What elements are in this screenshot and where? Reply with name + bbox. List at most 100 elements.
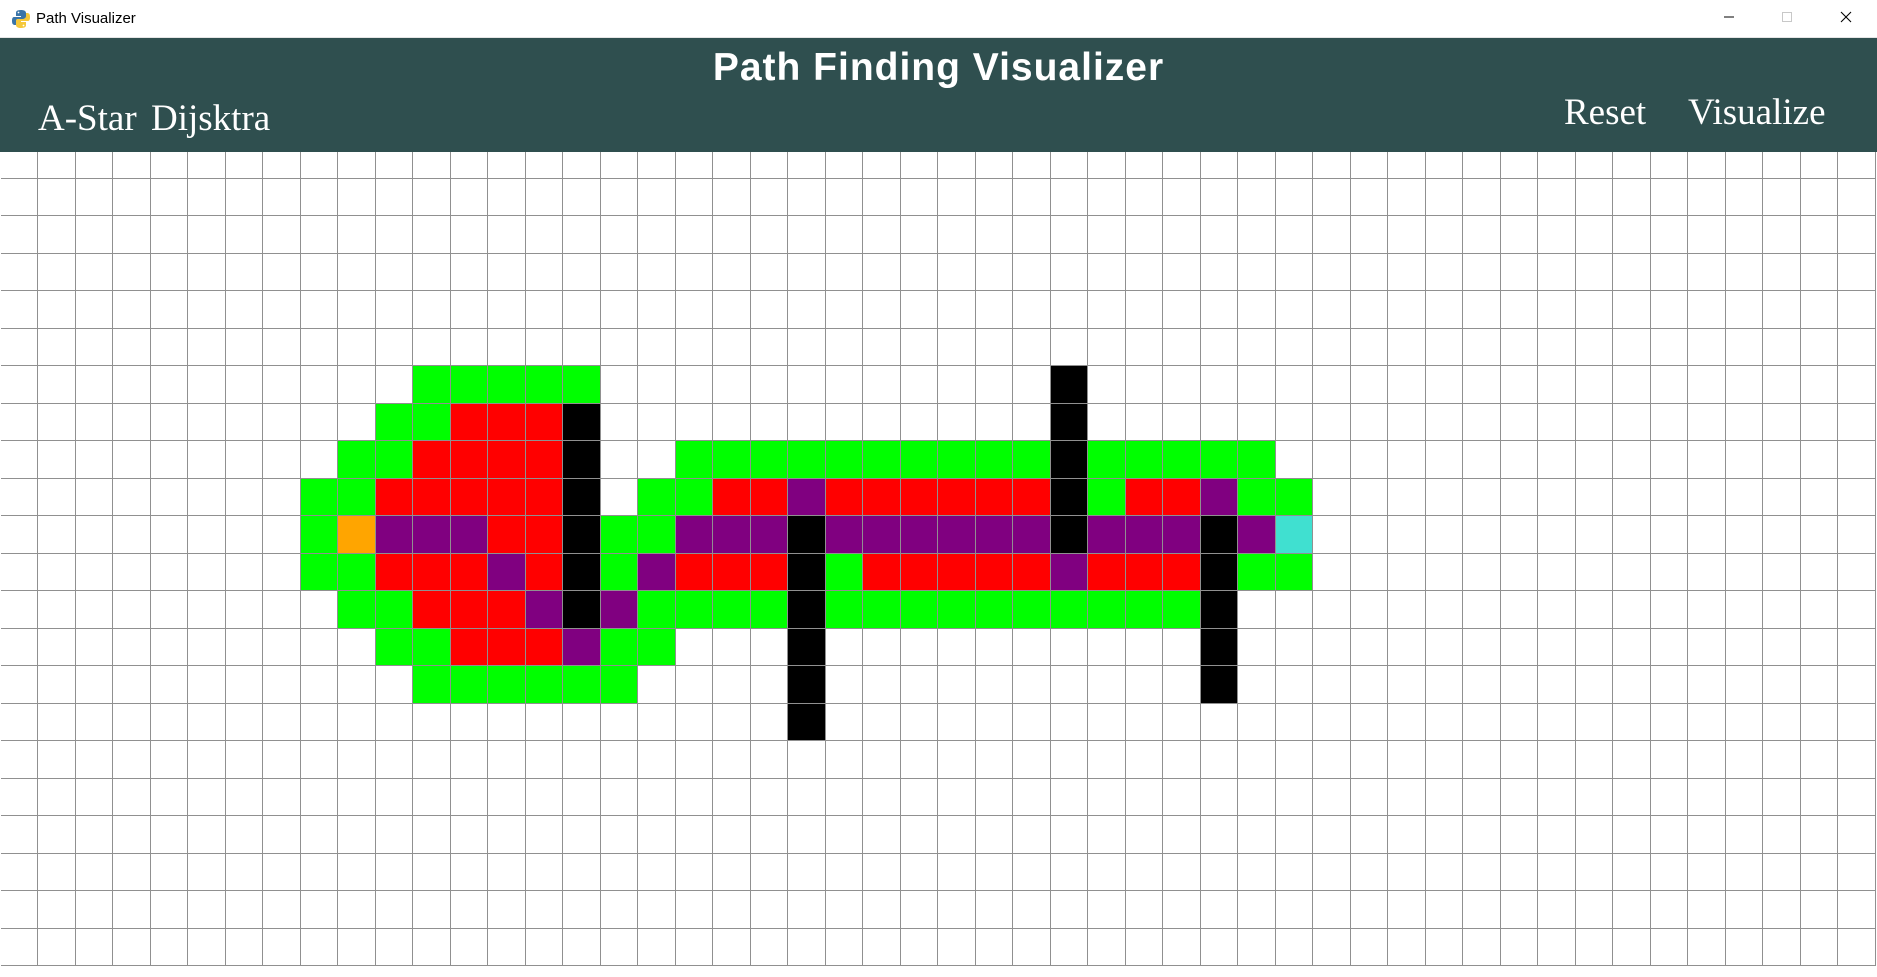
grid-cell[interactable]: [1275, 591, 1313, 629]
grid-cell[interactable]: [563, 703, 601, 741]
grid-cell[interactable]: [1013, 216, 1051, 254]
grid-cell[interactable]: [713, 928, 751, 966]
grid-cell[interactable]: [150, 403, 188, 441]
grid-cell[interactable]: [150, 178, 188, 216]
grid-cell[interactable]: [1650, 853, 1688, 891]
grid-cell[interactable]: [600, 328, 638, 366]
grid-cell[interactable]: [225, 816, 263, 854]
grid-cell[interactable]: [338, 291, 376, 329]
grid-cell[interactable]: [600, 478, 638, 516]
grid-cell[interactable]: [825, 853, 863, 891]
grid-cell[interactable]: [975, 152, 1013, 179]
grid-cell[interactable]: [1088, 216, 1126, 254]
grid-cell[interactable]: [488, 891, 526, 929]
grid-cell[interactable]: [1350, 366, 1388, 404]
grid-cell-closed[interactable]: [488, 628, 526, 666]
grid-cell[interactable]: [450, 816, 488, 854]
grid-cell[interactable]: [900, 152, 938, 179]
grid-cell[interactable]: [225, 853, 263, 891]
grid-cell[interactable]: [113, 478, 151, 516]
grid-cell[interactable]: [1763, 441, 1801, 479]
grid-cell-path[interactable]: [563, 628, 601, 666]
grid-cell[interactable]: [1800, 516, 1838, 554]
grid-cell-open[interactable]: [450, 366, 488, 404]
grid-cell[interactable]: [150, 628, 188, 666]
grid-cell[interactable]: [1388, 928, 1426, 966]
grid-cell[interactable]: [0, 703, 38, 741]
grid-cell[interactable]: [675, 178, 713, 216]
grid-cell[interactable]: [1125, 928, 1163, 966]
grid-cell[interactable]: [1238, 891, 1276, 929]
grid-cell[interactable]: [1013, 853, 1051, 891]
grid-cell-open[interactable]: [1013, 441, 1051, 479]
grid-cell[interactable]: [1388, 703, 1426, 741]
grid-cell[interactable]: [1088, 666, 1126, 704]
grid-cell-closed[interactable]: [713, 478, 751, 516]
grid-cell[interactable]: [1013, 152, 1051, 179]
grid-cell[interactable]: [1050, 778, 1088, 816]
grid-cell[interactable]: [1013, 628, 1051, 666]
grid-cell[interactable]: [1763, 516, 1801, 554]
grid-cell[interactable]: [1313, 666, 1351, 704]
grid-cell-open[interactable]: [600, 553, 638, 591]
grid-cell[interactable]: [1313, 591, 1351, 629]
grid-cell[interactable]: [1013, 816, 1051, 854]
grid-cell-open[interactable]: [338, 591, 376, 629]
grid-cell[interactable]: [1500, 253, 1538, 291]
grid-cell[interactable]: [75, 928, 113, 966]
grid-cell[interactable]: [1425, 403, 1463, 441]
grid-cell[interactable]: [75, 628, 113, 666]
grid-cell[interactable]: [225, 291, 263, 329]
grid-cell[interactable]: [825, 366, 863, 404]
grid-cell[interactable]: [1538, 591, 1576, 629]
grid-cell[interactable]: [300, 253, 338, 291]
grid-cell-path[interactable]: [900, 516, 938, 554]
grid-cell[interactable]: [1838, 891, 1876, 929]
grid-cell[interactable]: [1388, 152, 1426, 179]
grid-cell[interactable]: [413, 778, 451, 816]
grid-cell[interactable]: [1388, 628, 1426, 666]
grid-cell[interactable]: [338, 816, 376, 854]
grid-cell[interactable]: [825, 253, 863, 291]
grid-cell[interactable]: [413, 152, 451, 179]
grid-cell[interactable]: [1200, 741, 1238, 779]
grid-cell[interactable]: [863, 291, 901, 329]
grid-cell-end[interactable]: [1275, 516, 1313, 554]
grid-cell[interactable]: [863, 253, 901, 291]
grid-cell[interactable]: [900, 703, 938, 741]
grid-cell-closed[interactable]: [900, 478, 938, 516]
grid-cell[interactable]: [1350, 928, 1388, 966]
grid-cell[interactable]: [1088, 366, 1126, 404]
grid-cell-wall[interactable]: [1200, 628, 1238, 666]
grid-cell[interactable]: [1800, 703, 1838, 741]
grid-cell[interactable]: [338, 703, 376, 741]
grid-cell[interactable]: [788, 253, 826, 291]
grid-cell[interactable]: [1050, 816, 1088, 854]
grid-cell[interactable]: [750, 152, 788, 179]
grid-cell[interactable]: [1688, 366, 1726, 404]
grid-cell[interactable]: [1238, 328, 1276, 366]
grid-cell[interactable]: [1763, 928, 1801, 966]
grid-cell[interactable]: [300, 816, 338, 854]
grid-cell[interactable]: [525, 703, 563, 741]
grid-cell[interactable]: [75, 291, 113, 329]
grid-cell[interactable]: [1575, 741, 1613, 779]
grid-cell[interactable]: [1650, 366, 1688, 404]
grid-cell[interactable]: [1688, 703, 1726, 741]
grid-cell[interactable]: [675, 152, 713, 179]
grid-cell[interactable]: [0, 178, 38, 216]
grid-cell[interactable]: [713, 666, 751, 704]
grid-cell[interactable]: [1125, 216, 1163, 254]
grid-cell-wall[interactable]: [1050, 478, 1088, 516]
grid-cell[interactable]: [713, 366, 751, 404]
grid-cell-closed[interactable]: [525, 403, 563, 441]
grid-cell[interactable]: [938, 628, 976, 666]
grid-cell[interactable]: [413, 703, 451, 741]
grid-cell[interactable]: [1688, 291, 1726, 329]
grid-cell[interactable]: [1800, 553, 1838, 591]
grid-cell[interactable]: [0, 152, 38, 179]
grid-cell[interactable]: [225, 891, 263, 929]
grid-cell[interactable]: [0, 741, 38, 779]
grid-cell[interactable]: [713, 291, 751, 329]
grid-cell[interactable]: [413, 178, 451, 216]
